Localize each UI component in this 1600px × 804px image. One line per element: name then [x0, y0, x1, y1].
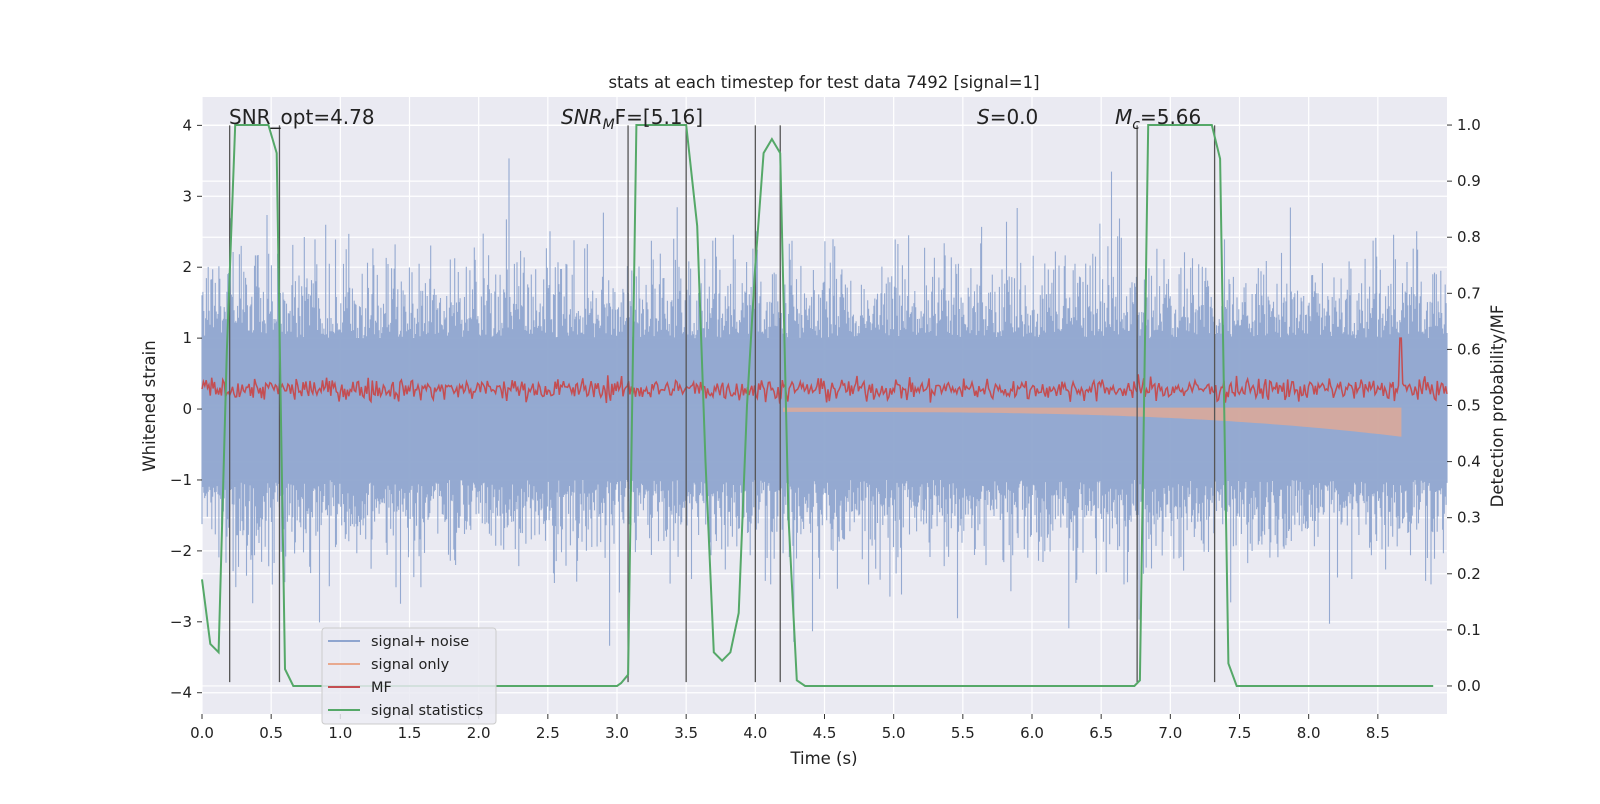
y-tick-label-right: 0.4	[1457, 453, 1481, 471]
y-tick-label-left: −3	[170, 613, 192, 631]
vertical-markers	[229, 125, 1216, 683]
y-tick-label-right: 0.7	[1457, 284, 1481, 302]
y-tick-label-right: 1.0	[1457, 116, 1481, 134]
x-tick-label: 6.0	[1020, 724, 1044, 742]
x-tick-label: 2.0	[467, 724, 491, 742]
y-tick-label-right: 0.9	[1457, 172, 1481, 190]
annotation-snr-mf-value: F=[5.16]	[615, 105, 703, 129]
x-tick-label: 6.5	[1089, 724, 1113, 742]
annotation-snr-mf-symbol: SNR	[561, 105, 603, 129]
mf-series	[201, 337, 1448, 405]
x-tick-label: 8.5	[1366, 724, 1390, 742]
y-tick-label-right: 0.0	[1457, 677, 1481, 695]
x-tick-label: 5.5	[951, 724, 975, 742]
y-tick-label-left: −2	[170, 542, 192, 560]
signal-statistics-series	[201, 124, 1434, 687]
x-tick-label: 2.5	[536, 724, 560, 742]
x-tick-label: 1.0	[328, 724, 352, 742]
x-tick-label: 1.5	[398, 724, 422, 742]
annotation-mc-value: =5.66	[1140, 105, 1201, 129]
x-tick-label: 5.0	[882, 724, 906, 742]
y-tick-label-right: 0.8	[1457, 228, 1481, 246]
x-tick-label: 0.0	[190, 724, 214, 742]
y-tick-label-left: −4	[170, 684, 192, 702]
y-tick-label-right: 0.2	[1457, 565, 1481, 583]
legend-frame	[321, 627, 497, 725]
y-tick-label-left: −1	[170, 471, 192, 489]
y-tick-label-left: 2	[182, 258, 192, 276]
x-tick-label: 4.0	[743, 724, 767, 742]
chart-title: stats at each timestep for test data 749…	[608, 73, 1039, 92]
legend-label-mf: MF	[371, 680, 392, 696]
y-axis-label-left: Whitened strain	[140, 340, 159, 471]
x-tick-label: 3.0	[605, 724, 629, 742]
annotation-mc-subscript: c	[1132, 117, 1140, 133]
signal-only-series	[783, 407, 1402, 437]
signal-only-area	[783, 407, 1402, 437]
x-tick-label: 0.5	[259, 724, 283, 742]
y-tick-label-right: 0.3	[1457, 509, 1481, 527]
annotation-s-symbol: S	[977, 105, 990, 129]
legend-label-signal-statistics: signal statistics	[371, 703, 483, 719]
x-tick-label: 7.5	[1228, 724, 1252, 742]
y-tick-label-left: 0	[182, 400, 192, 418]
y-tick-label-right: 0.6	[1457, 340, 1481, 358]
y-tick-label-left: 1	[182, 329, 192, 347]
annotation-snr-mf: SNRMF=[5.16]	[561, 105, 703, 133]
annotation-s: S=0.0	[977, 105, 1038, 129]
x-tick-label: 3.5	[674, 724, 698, 742]
signal-statistics-line	[201, 124, 1434, 687]
x-axis-label: Time (s)	[789, 749, 857, 768]
legend-label-signal-only: signal only	[371, 657, 450, 673]
x-tick-label: 4.5	[813, 724, 837, 742]
annotation-snr-opt: SNR_opt=4.78	[229, 105, 375, 129]
x-tick-label: 8.0	[1297, 724, 1321, 742]
annotation-mc-symbol: M	[1115, 105, 1132, 129]
mf-line	[201, 337, 1448, 405]
axis-ticks: 0.0 0.5 1.0 1.5 2.0 2.5 3.0 3.5 4.0 4.5 5.0 5.5 6.0 6…	[170, 116, 1481, 742]
y-tick-label-right: 0.1	[1457, 621, 1481, 639]
y-tick-label-left: 4	[182, 116, 192, 134]
y-tick-label-left: 3	[182, 187, 192, 205]
annotation-snr-mf-subscript: M	[603, 117, 615, 133]
y-tick-label-right: 0.5	[1457, 397, 1481, 415]
y-axis-label-right: Detection probability/MF	[1488, 305, 1507, 508]
legend-label-signal-noise: signal+ noise	[371, 634, 469, 650]
annotation-s-value: =0.0	[990, 105, 1039, 129]
annotation-mc: Mc=5.66	[1115, 105, 1201, 133]
x-tick-label: 7.0	[1158, 724, 1182, 742]
legend: signal+ noise signal only MF signal stat…	[321, 627, 497, 725]
